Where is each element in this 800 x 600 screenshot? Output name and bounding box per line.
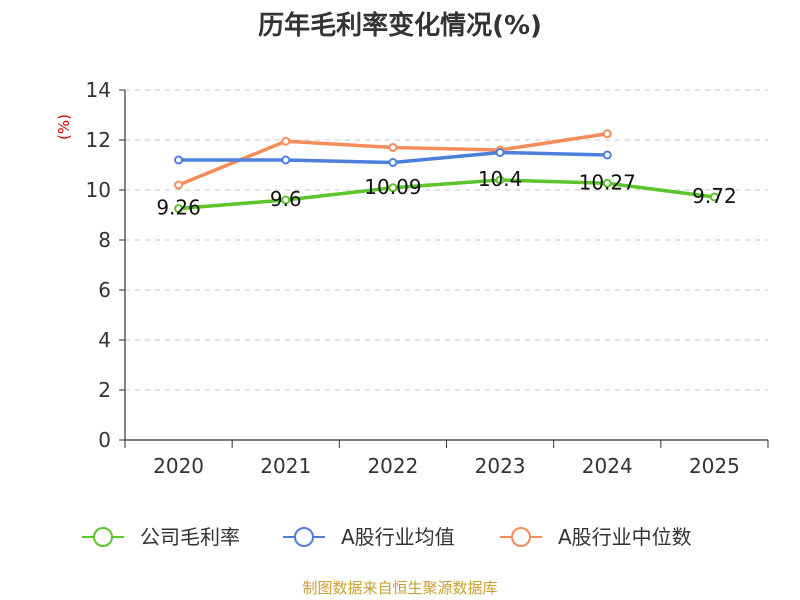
- y-axis-label: (%): [55, 114, 73, 140]
- legend-item[interactable]: A股行业均值: [283, 525, 455, 549]
- data-point[interactable]: [602, 150, 612, 160]
- legend-item[interactable]: 公司毛利率: [82, 525, 240, 549]
- data-point[interactable]: [174, 155, 184, 165]
- x-tick-label: 2022: [367, 454, 418, 478]
- y-tick-label: 0: [98, 428, 111, 452]
- legend-label: A股行业中位数: [558, 525, 692, 549]
- data-point[interactable]: [388, 143, 398, 152]
- x-tick-label: 2025: [689, 454, 740, 478]
- y-tick-label: 8: [98, 228, 111, 252]
- data-point[interactable]: [281, 195, 291, 205]
- series-0: [174, 175, 719, 213]
- data-label: 9.26: [156, 196, 201, 220]
- x-tick-label: 2021: [260, 454, 311, 478]
- data-point[interactable]: [602, 178, 612, 188]
- x-tick-label: 2023: [475, 454, 526, 478]
- x-tick-label: 2020: [153, 454, 204, 478]
- grid-lines: [125, 89, 768, 391]
- data-point[interactable]: [388, 183, 398, 193]
- y-tick-label: 6: [98, 278, 111, 302]
- series-group: [174, 129, 719, 213]
- data-label: 10.09: [364, 175, 421, 199]
- y-tick-label: 12: [86, 128, 111, 152]
- data-point[interactable]: [174, 204, 184, 213]
- legend[interactable]: 公司毛利率 A股行业均值 A股行业中位数: [82, 525, 692, 549]
- x-tick-label: 2024: [582, 454, 633, 478]
- data-label: 9.6: [270, 187, 302, 211]
- data-point[interactable]: [602, 129, 612, 139]
- source-note: 制图数据来自恒生聚源数据库: [302, 579, 497, 597]
- legend-label: A股行业均值: [341, 525, 455, 549]
- legend-marker: [294, 527, 314, 547]
- legend-label: 公司毛利率: [140, 525, 240, 549]
- data-point[interactable]: [174, 180, 184, 190]
- axes: 0 2 4 6 8 10 12 14 2020 2021 2022 2023 2024 2025: [86, 78, 769, 478]
- y-tick-label: 14: [86, 78, 111, 102]
- legend-marker: [93, 527, 113, 547]
- chart-title: 历年毛利率变化情况(%): [258, 10, 542, 41]
- series-line: [178, 178, 715, 211]
- data-point[interactable]: [281, 155, 291, 165]
- legend-item[interactable]: A股行业中位数: [500, 525, 692, 549]
- data-point[interactable]: [709, 192, 719, 202]
- y-tick-label: 4: [98, 328, 111, 352]
- legend-marker: [511, 527, 531, 547]
- data-label: 9.72: [692, 184, 737, 208]
- data-label: 10.4: [478, 167, 523, 191]
- data-point[interactable]: [388, 158, 398, 167]
- data-labels: 9.26 9.6 10.09 10.4 10.27 9.72: [156, 167, 736, 220]
- y-tick-label: 2: [98, 378, 111, 402]
- y-tick-label: 10: [86, 178, 111, 202]
- data-point[interactable]: [495, 175, 505, 185]
- data-point[interactable]: [281, 136, 291, 146]
- data-label: 10.27: [579, 170, 636, 194]
- data-point[interactable]: [495, 148, 505, 157]
- series-1: [174, 148, 612, 167]
